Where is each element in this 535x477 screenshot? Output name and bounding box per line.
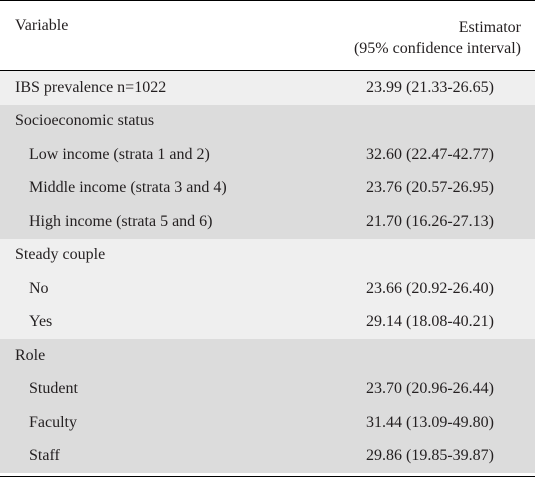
row-value: 23.76 (20.57-26.95) [366, 179, 494, 197]
header-estimator-line1: Estimator [458, 19, 521, 36]
table-row: Middle income (strata 3 and 4) 23.76 (20… [0, 171, 535, 205]
table-row: Socioeconomic status [0, 104, 535, 138]
table-row: Yes 29.14 (18.08-40.21) [0, 305, 535, 339]
table-row: Steady couple [0, 238, 535, 272]
table-header: Variable Estimator (95% confidence inter… [0, 1, 535, 71]
header-estimator: Estimator (95% confidence interval) [300, 1, 535, 70]
row-label: Middle income (strata 3 and 4) [29, 179, 227, 197]
table-row: Staff 29.86 (19.85-39.87) [0, 439, 535, 473]
row-label: Low income (strata 1 and 2) [29, 145, 210, 163]
row-value: 29.86 (19.85-39.87) [366, 447, 494, 465]
table-row: High income (strata 5 and 6) 21.70 (16.2… [0, 205, 535, 239]
table-row: No 23.66 (20.92-26.40) [0, 272, 535, 306]
row-label: Student [29, 380, 78, 398]
table-row: IBS prevalence n=1022 23.99 (21.33-26.65… [0, 71, 535, 105]
row-value: 29.14 (18.08-40.21) [366, 313, 494, 331]
row-value: 21.70 (16.26-27.13) [366, 212, 494, 230]
row-value: 23.70 (20.96-26.44) [366, 380, 494, 398]
row-label: Yes [29, 313, 53, 331]
table-row: Low income (strata 1 and 2) 32.60 (22.47… [0, 138, 535, 172]
row-value: 32.60 (22.47-42.77) [366, 145, 494, 163]
header-estimator-line2: (95% confidence interval) [353, 40, 521, 57]
row-label: Socioeconomic status [15, 112, 155, 130]
row-label: No [29, 279, 49, 297]
row-label: Steady couple [15, 246, 106, 264]
row-label: Role [15, 346, 46, 364]
row-value: 23.66 (20.92-26.40) [366, 279, 494, 297]
row-label: Faculty [29, 413, 77, 431]
header-variable: Variable [15, 17, 69, 34]
row-value: 31.44 (13.09-49.80) [366, 413, 494, 431]
table-row: Role [0, 339, 535, 373]
row-value: 23.99 (21.33-26.65) [366, 78, 494, 96]
table-row: Faculty 31.44 (13.09-49.80) [0, 406, 535, 440]
row-label: Staff [29, 447, 60, 465]
row-label: IBS prevalence n=1022 [15, 78, 167, 96]
table-row: Student 23.70 (20.96-26.44) [0, 372, 535, 406]
row-label: High income (strata 5 and 6) [29, 212, 213, 230]
